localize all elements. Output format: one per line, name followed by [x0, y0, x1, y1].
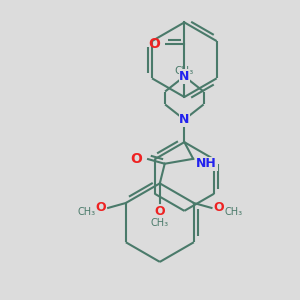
Text: NH: NH [196, 157, 217, 170]
Text: CH₃: CH₃ [77, 207, 95, 217]
Text: CH₃: CH₃ [224, 207, 242, 217]
Text: N: N [179, 70, 190, 83]
Text: N: N [179, 113, 190, 126]
Text: O: O [130, 152, 142, 166]
Text: O: O [148, 37, 160, 51]
Text: O: O [96, 201, 106, 214]
Text: O: O [213, 201, 224, 214]
Text: O: O [154, 205, 165, 218]
Text: CH₃: CH₃ [175, 66, 194, 76]
Text: CH₃: CH₃ [151, 218, 169, 228]
